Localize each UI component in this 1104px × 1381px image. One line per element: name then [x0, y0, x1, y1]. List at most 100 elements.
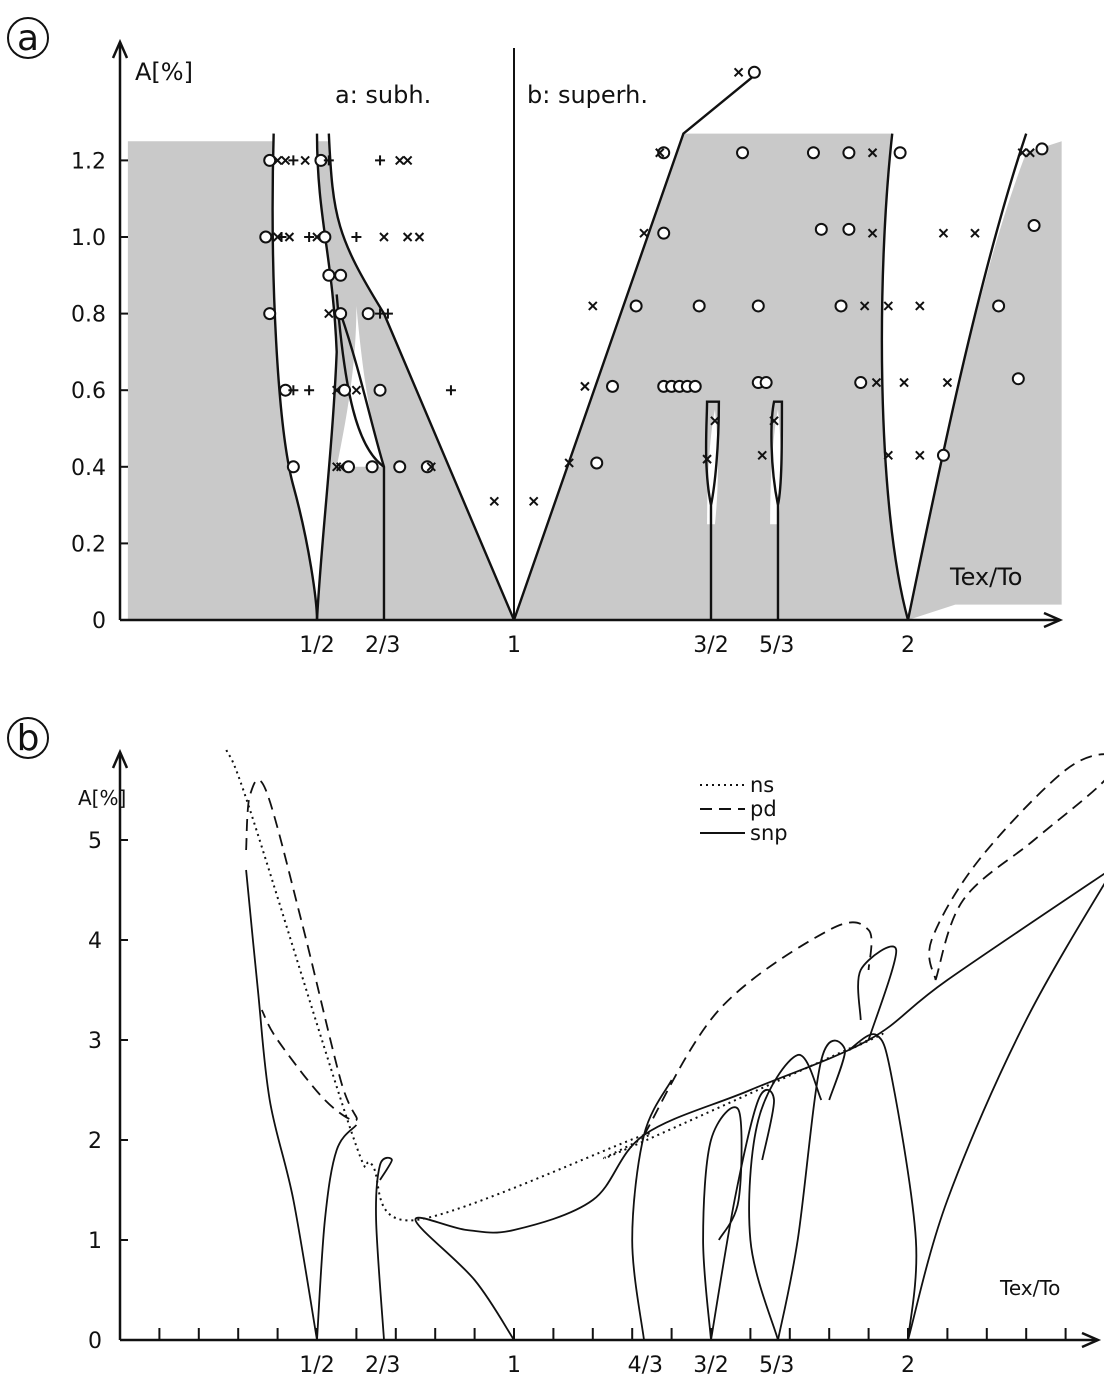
panel-b-x-tick-label: 1 — [507, 1353, 521, 1378]
panel-a-marker-circle — [992, 299, 1006, 313]
panel-b-series-snp — [857, 945, 898, 1041]
panel-a-marker-cross — [588, 301, 598, 311]
panel-a-marker-circle — [342, 460, 356, 474]
panel-a-boundary-curve — [770, 400, 784, 620]
panel-a-marker-cross — [871, 377, 882, 388]
panel-a-axes: 0 0.2 0.4 0.6 0.8 1.0 1.2 1/2 2/3 1 3/2 5/3 2 — [71, 38, 1064, 658]
panel-b-series-pd — [643, 921, 873, 1136]
panel-a-marker-plus — [304, 385, 315, 396]
panel-b-x-tick-label: 2 — [901, 1353, 915, 1378]
panel-a-x-arrow — [1043, 611, 1064, 629]
panel-a-marker-plus — [351, 232, 362, 242]
panel-a-marker-cross — [769, 416, 779, 426]
panel-a-marker-circle — [747, 65, 761, 79]
panel-a-x-tick-label: 3/2 — [693, 633, 728, 658]
panel-a-marker-cross — [867, 228, 878, 238]
panel-b-series-snp — [414, 872, 1104, 1341]
panel-a-marker-cross — [915, 450, 925, 461]
panel-a-chaotic-region — [127, 141, 317, 620]
panel-a-marker-cross — [702, 454, 712, 464]
panel-a-marker-cross — [379, 232, 389, 242]
panel-a-marker-cross — [402, 155, 413, 166]
panel-a-marker-circle — [1027, 219, 1041, 233]
panel-a-marker-circle — [393, 460, 407, 474]
panel-a-marker-circle — [361, 307, 375, 321]
panel-a-boundary-curve — [512, 71, 760, 621]
panel-a-marker-circle — [751, 299, 765, 313]
panel-a-y-tick-label: 0.8 — [71, 303, 106, 328]
panel-b-x-tick-label: 5/3 — [759, 1353, 794, 1378]
panel-a-boundary-curve — [880, 133, 910, 621]
panel-b-y-tick-label: 5 — [88, 829, 102, 854]
panel-a-marker-cross — [899, 377, 909, 388]
panel-a-marker-circle — [334, 307, 348, 321]
panel-a-x-tick-label: 1 — [507, 633, 521, 658]
panel-a-boundary-curve — [315, 133, 338, 621]
panel-a-x-tick-label: 1/2 — [299, 633, 334, 658]
panel-a: a 0 0.2 0.4 0.6 0.8 1.0 1.2 1/2 2/3 1 3/2 5/3 2 A[%]… — [7, 17, 1064, 658]
panel-b-series-snp — [907, 882, 1104, 1341]
panel-a-marker-circle — [657, 226, 671, 240]
panel-a-marker-circle — [814, 222, 828, 236]
panel-a-marker-circle — [736, 146, 750, 160]
panel-a-marker-cross — [859, 301, 870, 311]
panel-b-legend-label: ns — [750, 773, 774, 797]
panel-a-boundary-curve — [271, 133, 319, 621]
panel-a-marker-circle — [263, 153, 277, 167]
panel-a-y-arrow — [111, 38, 129, 59]
panel-a-marker-circle — [263, 307, 277, 321]
panel-a-marker-cross — [280, 155, 291, 166]
panel-b-series-pd — [928, 753, 1104, 981]
panel-a-marker-cross — [564, 458, 574, 468]
panel-a-marker-cross — [351, 385, 362, 395]
panel-a-marker-cross — [1017, 148, 1027, 158]
panel-a-marker-circle — [590, 456, 604, 470]
panel-a-letter-circle — [7, 17, 49, 59]
panel-a-marker-circle — [629, 299, 643, 313]
panel-a-letter: a — [17, 18, 39, 59]
panel-a-marker-cross — [733, 67, 744, 78]
panel-a-y-tick-label: 0.4 — [71, 456, 106, 481]
panel-b-series-snp — [702, 1106, 743, 1341]
panel-a-marker-cross — [284, 232, 295, 242]
panel-b-y-arrow — [111, 748, 129, 769]
panel-a-marker-circle — [365, 460, 379, 474]
panel-a-marker-cross — [580, 381, 590, 392]
panel-a-marker-cross — [324, 308, 334, 319]
panel-a-region-label-superh: b: superh. — [527, 81, 648, 109]
panel-b-y-tick-label: 2 — [88, 1129, 102, 1154]
panel-b-axes: 0 1 2 3 4 5 1/2 2/3 1 4/3 3/2 5/3 2 — [88, 748, 1102, 1378]
panel-b-x-tick-label: 3/2 — [693, 1353, 728, 1378]
panel-a-marker-cross — [395, 155, 405, 166]
panel-a-markers — [259, 65, 1049, 506]
panel-a-chaotic-region — [908, 141, 1062, 620]
panel-a-boundary-curve — [704, 400, 721, 620]
panel-a-y-tick-label: 0 — [92, 609, 106, 634]
panel-a-x-tick-label: 2/3 — [365, 633, 400, 658]
panel-a-marker-cross — [942, 377, 953, 388]
panel-a-y-tick-label: 0.2 — [71, 532, 106, 557]
panel-b-series-snp — [710, 1089, 775, 1341]
panel-a-marker-cross — [883, 450, 894, 461]
panel-b-series-snp — [245, 869, 318, 1341]
panel-a-x-label: Tex/To — [949, 563, 1022, 591]
panel-a-marker-plus — [276, 232, 287, 242]
panel-a-marker-cross — [639, 228, 649, 238]
panel-a-marker-circle — [692, 299, 706, 313]
panel-b-y-tick-label: 0 — [88, 1329, 102, 1354]
panel-a-x-tick-label: 5/3 — [759, 633, 794, 658]
panel-a-marker-circle — [259, 230, 273, 244]
panel-a-marker-cross — [757, 450, 767, 461]
panel-a-marker-circle — [322, 268, 336, 282]
panel-a-boundary-curve — [335, 294, 385, 468]
panel-a-marker-cross — [300, 155, 310, 166]
panel-a-marker-circle — [834, 299, 848, 313]
panel-a-marker-circle — [842, 222, 856, 236]
panel-a-y-tick-label: 0.6 — [71, 379, 106, 404]
panel-a-boundary-curves — [271, 71, 1028, 621]
panel-b-series-snp — [748, 1054, 823, 1341]
panel-b-series-pd — [245, 778, 358, 1122]
panel-b-series-snp — [375, 1156, 393, 1341]
panel-a-marker-plus — [304, 232, 315, 242]
